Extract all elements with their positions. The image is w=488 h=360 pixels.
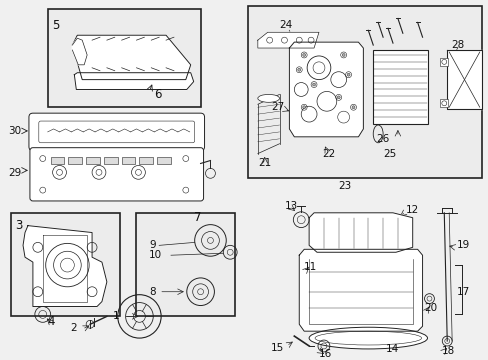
Text: 26: 26 xyxy=(375,134,388,144)
Polygon shape xyxy=(447,50,481,109)
Bar xyxy=(11,213,120,316)
Polygon shape xyxy=(72,38,87,65)
Bar xyxy=(157,157,171,165)
FancyBboxPatch shape xyxy=(30,148,203,201)
Bar xyxy=(122,157,135,165)
Text: 13: 13 xyxy=(284,201,297,211)
Text: 12: 12 xyxy=(405,205,418,215)
Circle shape xyxy=(342,54,345,57)
Bar xyxy=(136,213,235,316)
Circle shape xyxy=(351,106,354,109)
Text: 9: 9 xyxy=(149,240,156,250)
Ellipse shape xyxy=(257,94,279,102)
Text: 17: 17 xyxy=(456,287,469,297)
Bar xyxy=(439,99,447,107)
Circle shape xyxy=(346,73,349,76)
Text: 16: 16 xyxy=(318,349,331,359)
Text: 29: 29 xyxy=(8,168,21,178)
Polygon shape xyxy=(72,35,190,80)
Bar xyxy=(139,157,153,165)
Text: 10: 10 xyxy=(149,250,162,260)
Bar xyxy=(48,9,200,107)
Text: 21: 21 xyxy=(257,158,270,168)
Ellipse shape xyxy=(308,327,427,349)
Bar xyxy=(68,157,82,165)
Bar xyxy=(86,157,100,165)
Circle shape xyxy=(302,106,305,109)
Polygon shape xyxy=(74,73,193,90)
Text: 27: 27 xyxy=(271,102,284,112)
Text: 3: 3 xyxy=(15,219,22,232)
Text: 18: 18 xyxy=(441,346,455,356)
Bar xyxy=(104,157,118,165)
Text: 15: 15 xyxy=(271,343,284,353)
Text: 22: 22 xyxy=(321,149,334,159)
Text: 7: 7 xyxy=(193,211,201,224)
Text: 20: 20 xyxy=(424,303,437,314)
Polygon shape xyxy=(257,32,318,48)
Text: 24: 24 xyxy=(279,21,292,30)
Text: 19: 19 xyxy=(456,240,469,250)
Circle shape xyxy=(302,54,305,57)
Bar xyxy=(51,157,64,165)
Text: 1: 1 xyxy=(113,311,120,321)
FancyBboxPatch shape xyxy=(39,121,194,143)
Text: 25: 25 xyxy=(382,149,396,159)
Text: 8: 8 xyxy=(149,287,156,297)
Bar xyxy=(247,6,481,178)
Polygon shape xyxy=(23,226,107,306)
Text: 5: 5 xyxy=(53,19,60,32)
Circle shape xyxy=(312,83,315,86)
Text: 2: 2 xyxy=(70,323,77,333)
Text: 30: 30 xyxy=(8,126,21,136)
Bar xyxy=(372,50,427,124)
Text: 4: 4 xyxy=(48,315,55,328)
Polygon shape xyxy=(289,42,363,137)
Text: 23: 23 xyxy=(338,181,351,191)
Text: 28: 28 xyxy=(451,40,464,50)
Circle shape xyxy=(297,68,300,71)
Text: 14: 14 xyxy=(386,344,399,354)
Polygon shape xyxy=(299,249,422,331)
Text: 11: 11 xyxy=(304,262,317,272)
Bar xyxy=(439,58,447,66)
Polygon shape xyxy=(308,213,412,252)
Text: 6: 6 xyxy=(154,88,162,101)
Circle shape xyxy=(337,96,340,99)
FancyBboxPatch shape xyxy=(29,113,204,150)
